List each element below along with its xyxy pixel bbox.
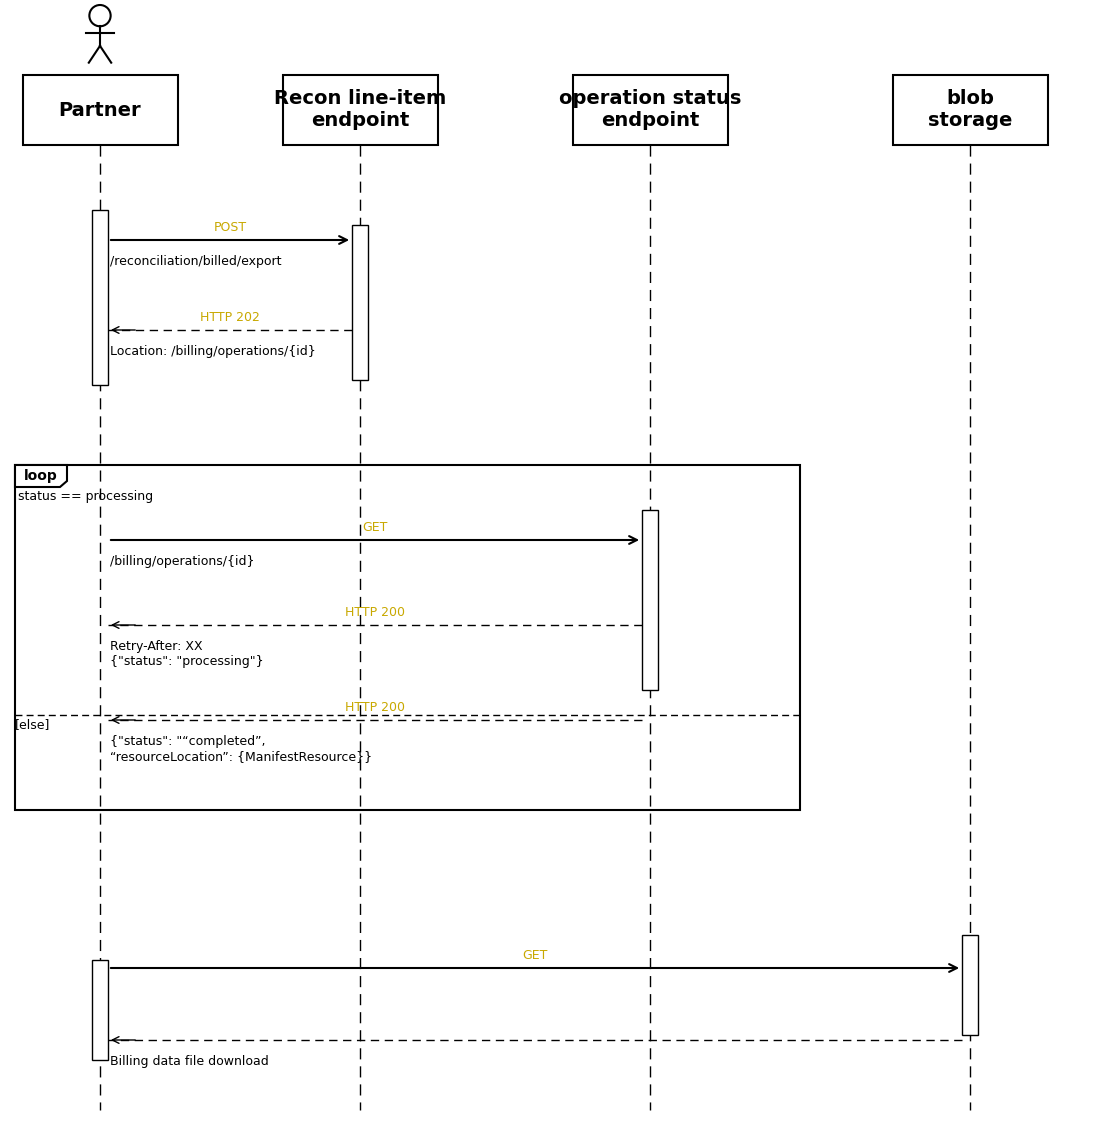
Bar <box>15 465 800 811</box>
Bar <box>283 75 438 145</box>
Text: Retry-After: XX
{"status": "processing"}: Retry-After: XX {"status": "processing"} <box>109 640 264 668</box>
Text: HTTP 200: HTTP 200 <box>345 606 405 619</box>
Text: blob
storage: blob storage <box>928 89 1012 130</box>
Text: Partner: Partner <box>59 101 142 120</box>
Text: {"status": "“completed”,
“resourceLocation”: {ManifestResource}}: {"status": "“completed”, “resourceLocati… <box>109 735 372 763</box>
Text: /reconciliation/billed/export: /reconciliation/billed/export <box>109 255 281 268</box>
Text: HTTP 202: HTTP 202 <box>200 311 260 324</box>
Bar <box>92 211 108 385</box>
Bar <box>352 225 367 380</box>
Text: GET: GET <box>523 949 547 962</box>
Text: status == processing: status == processing <box>18 490 153 503</box>
Text: Billing data file download: Billing data file download <box>109 1055 269 1067</box>
Text: Location: /billing/operations/{id}: Location: /billing/operations/{id} <box>109 345 316 358</box>
Bar <box>642 511 658 691</box>
Text: HTTP 200: HTTP 200 <box>345 701 405 714</box>
Text: [else]: [else] <box>15 718 50 731</box>
Bar <box>573 75 727 145</box>
Text: operation status
endpoint: operation status endpoint <box>558 89 742 130</box>
Text: Recon line-item
endpoint: Recon line-item endpoint <box>274 89 446 130</box>
Text: loop: loop <box>25 469 58 483</box>
Bar <box>22 75 178 145</box>
Text: /billing/operations/{id}: /billing/operations/{id} <box>109 555 255 568</box>
Text: POST: POST <box>213 221 247 234</box>
Bar <box>962 935 978 1035</box>
Polygon shape <box>15 465 67 487</box>
Text: GET: GET <box>362 521 388 534</box>
Bar <box>892 75 1048 145</box>
Bar <box>92 960 108 1060</box>
